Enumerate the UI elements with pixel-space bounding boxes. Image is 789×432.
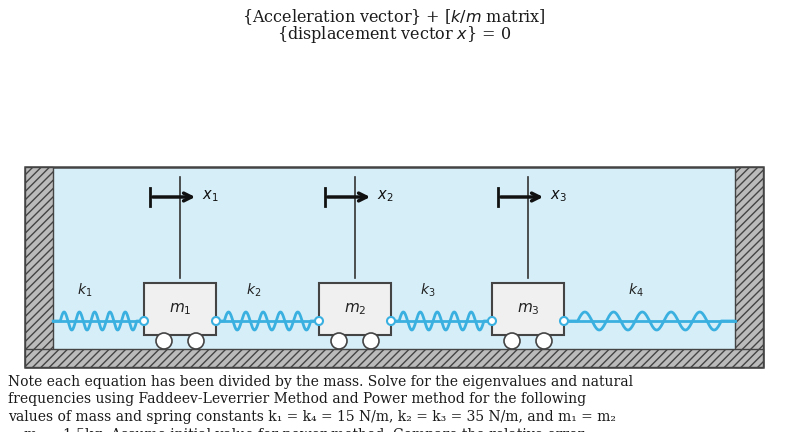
Text: {Acceleration vector} + [$k/m$ matrix]: {Acceleration vector} + [$k/m$ matrix] bbox=[242, 7, 546, 27]
Text: $k_2$: $k_2$ bbox=[246, 282, 261, 299]
Text: $x_1$: $x_1$ bbox=[202, 188, 219, 204]
Text: $x_3$: $x_3$ bbox=[550, 188, 567, 204]
Text: $k_1$: $k_1$ bbox=[77, 282, 92, 299]
Bar bbox=[25, 167, 763, 367]
Bar bbox=[25, 167, 53, 367]
Text: {displacement vector $x$} = 0: {displacement vector $x$} = 0 bbox=[277, 24, 511, 45]
Bar bbox=[144, 283, 216, 335]
Text: $m_3$: $m_3$ bbox=[517, 301, 540, 317]
Bar bbox=[25, 349, 763, 367]
Circle shape bbox=[504, 333, 520, 349]
Circle shape bbox=[212, 317, 220, 325]
Text: $k_3$: $k_3$ bbox=[420, 282, 436, 299]
Text: $k_4$: $k_4$ bbox=[628, 282, 643, 299]
Text: $m_1$: $m_1$ bbox=[169, 301, 191, 317]
Bar bbox=[735, 167, 763, 367]
Text: frequencies using Faddeev-Leverrier Method and Power method for the following: frequencies using Faddeev-Leverrier Meth… bbox=[8, 393, 586, 407]
Text: Note each equation has been divided by the mass. Solve for the eigenvalues and n: Note each equation has been divided by t… bbox=[8, 375, 633, 389]
Bar bbox=[319, 283, 391, 335]
Circle shape bbox=[156, 333, 172, 349]
Circle shape bbox=[331, 333, 347, 349]
Bar bbox=[492, 283, 564, 335]
Text: values of mass and spring constants k₁ = k₄ = 15 N/m, k₂ = k₃ = 35 N/m, and m₁ =: values of mass and spring constants k₁ =… bbox=[8, 410, 616, 424]
Circle shape bbox=[188, 333, 204, 349]
Circle shape bbox=[488, 317, 496, 325]
Circle shape bbox=[536, 333, 552, 349]
Circle shape bbox=[315, 317, 323, 325]
Text: $m_2$: $m_2$ bbox=[344, 301, 366, 317]
Circle shape bbox=[140, 317, 148, 325]
Circle shape bbox=[363, 333, 379, 349]
Text: $x_2$: $x_2$ bbox=[377, 188, 394, 204]
Circle shape bbox=[387, 317, 395, 325]
Text: = m₃ = 1.5kg. Assume initial value for power method. Compare the relative error: = m₃ = 1.5kg. Assume initial value for p… bbox=[8, 428, 584, 432]
Circle shape bbox=[560, 317, 568, 325]
